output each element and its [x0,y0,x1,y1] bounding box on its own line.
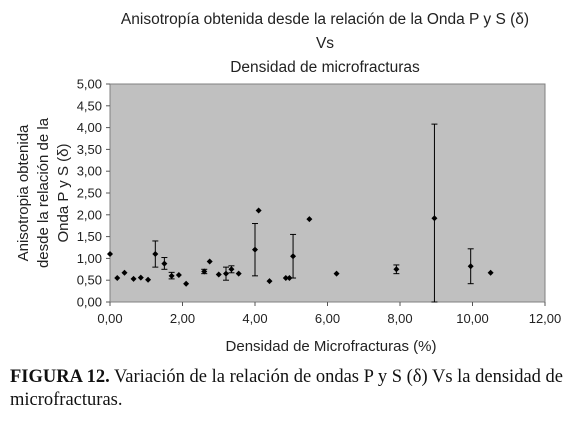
x-tick-label: 2,00 [170,311,195,326]
y-tick-label: 4,00 [77,120,102,135]
data-point [183,280,190,287]
data-point [175,271,182,278]
data-marks [107,123,494,303]
caption-label: FIGURA 12. [10,367,110,387]
data-point [130,275,137,282]
axis-ticks: 0,00 0,50 1,00 1,50 2,00 2,50 3,00 3,50 4,00 4,50… [77,77,562,327]
x-tick-label: 10,00 [456,311,489,326]
plot-area [109,83,546,303]
x-axis-label: Densidad de Microfracturas (%) [226,338,437,355]
x-tick-label: 6,00 [315,311,340,326]
data-point [107,251,113,258]
y-tick-label: 2,00 [77,207,102,222]
y-tick-label: 5,00 [77,77,102,92]
data-point [306,216,313,223]
x-tick-label: 4,00 [242,311,267,326]
data-point [206,258,213,265]
y-tick-label: 3,50 [77,142,102,157]
chart-title: Anisotropía obtenida desde la relación d… [121,11,529,76]
chart-title-line: Anisotropía obtenida desde la relación d… [121,11,529,28]
data-point [145,276,152,283]
y-tick-label: 1,50 [77,229,102,244]
data-point [266,278,273,285]
data-point [431,215,438,222]
data-point [223,270,229,277]
x-tick-label: 8,00 [387,311,412,326]
data-point [333,270,340,277]
data-point [201,268,208,275]
data-point [215,271,222,278]
data-point [152,251,159,258]
data-point [467,263,474,270]
x-tick-label: 0,00 [97,311,122,326]
data-point [121,269,128,276]
y-tick-label: 3,00 [77,164,102,179]
data-point [282,275,289,282]
data-point [286,275,293,282]
y-axis-label-line: Anisotropia obtenida [15,124,32,261]
data-point [161,260,168,267]
y-tick-label: 4,50 [77,98,102,113]
data-point [137,274,144,281]
x-tick-label: 12,00 [529,311,562,326]
scatter-chart: Anisotropía obtenida desde la relación d… [15,11,562,355]
data-point [252,246,258,253]
figure-caption: FIGURA 12. Variación de la relación de o… [10,366,575,412]
data-point [235,270,242,277]
chart-title-line: Vs [316,35,334,52]
y-tick-label: 0,00 [77,295,102,310]
data-point [393,266,400,273]
y-tick-label: 0,50 [77,273,102,288]
y-axis-label: Anisotropia obtenida desde la relación de… [15,117,72,268]
data-point [228,266,235,273]
y-axis-label-line: desde la relación de la [35,117,52,268]
data-point [487,269,494,276]
data-point [114,275,121,282]
data-point [168,272,175,279]
data-point [255,207,262,214]
y-tick-label: 2,50 [77,186,102,201]
y-tick-label: 1,00 [77,251,102,266]
y-axis-label-line: Onda P y S (δ) [55,144,72,243]
caption-text: Variación de la relación de ondas P y S … [10,367,563,410]
data-point [290,253,297,260]
chart-title-line: Densidad de microfracturas [230,59,420,76]
